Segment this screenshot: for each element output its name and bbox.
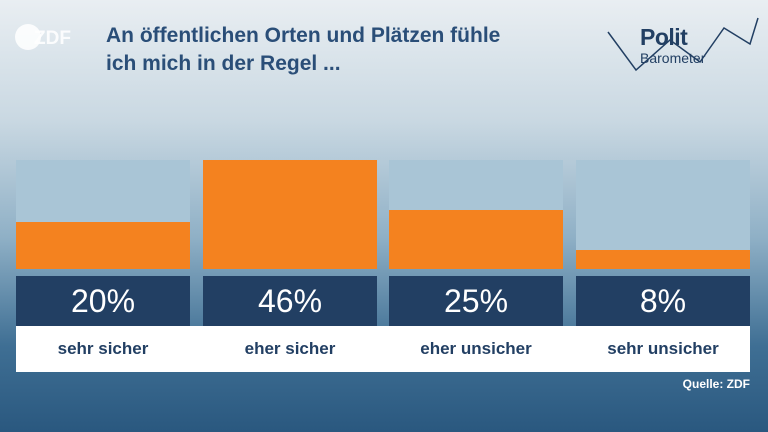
- zdf-logo: ZDF: [14, 22, 78, 52]
- value-label: 8%: [576, 276, 750, 326]
- source-note: Quelle: ZDF: [682, 377, 750, 391]
- category-label: sehr unsicher: [607, 339, 719, 358]
- bar-column: 8%: [576, 160, 750, 372]
- bar-track: [16, 160, 190, 269]
- bar-track: [389, 160, 563, 269]
- bar: [576, 250, 750, 269]
- bar-column: 25%: [389, 160, 563, 372]
- category-label: eher unsicher: [420, 339, 532, 358]
- value-label: 25%: [389, 276, 563, 326]
- chart-title-line-2: ich mich in der Regel ...: [106, 52, 341, 75]
- bar-track: [203, 160, 377, 269]
- bar-track: [576, 160, 750, 269]
- politbarometer-barometer: Barometer: [640, 50, 706, 66]
- bar: [203, 160, 377, 269]
- bar: [16, 222, 190, 269]
- politbarometer-logo: Polit Barometer: [600, 10, 760, 84]
- bar-column: 20%: [16, 160, 190, 372]
- zdf-logo-mark: ZDF: [15, 24, 71, 50]
- zdf-logo-text: ZDF: [34, 28, 71, 49]
- category-label-bar: [16, 326, 750, 372]
- bar-chart: 20% 46% 25% 8%: [0, 160, 768, 372]
- politbarometer-polit: Polit: [640, 24, 688, 50]
- category-label: eher sicher: [244, 339, 336, 358]
- politbarometer-line-icon: [607, 17, 759, 72]
- bar-column: 46%: [203, 160, 377, 372]
- chart-title-line-1: An öffentlichen Orten und Plätzen fühle: [106, 24, 501, 47]
- chart-title: An öffentlichen Orten und Plätzen fühle …: [106, 22, 576, 78]
- value-label: 20%: [16, 276, 190, 326]
- category-label: sehr sicher: [57, 339, 149, 358]
- value-label: 46%: [203, 276, 377, 326]
- bar: [389, 210, 563, 269]
